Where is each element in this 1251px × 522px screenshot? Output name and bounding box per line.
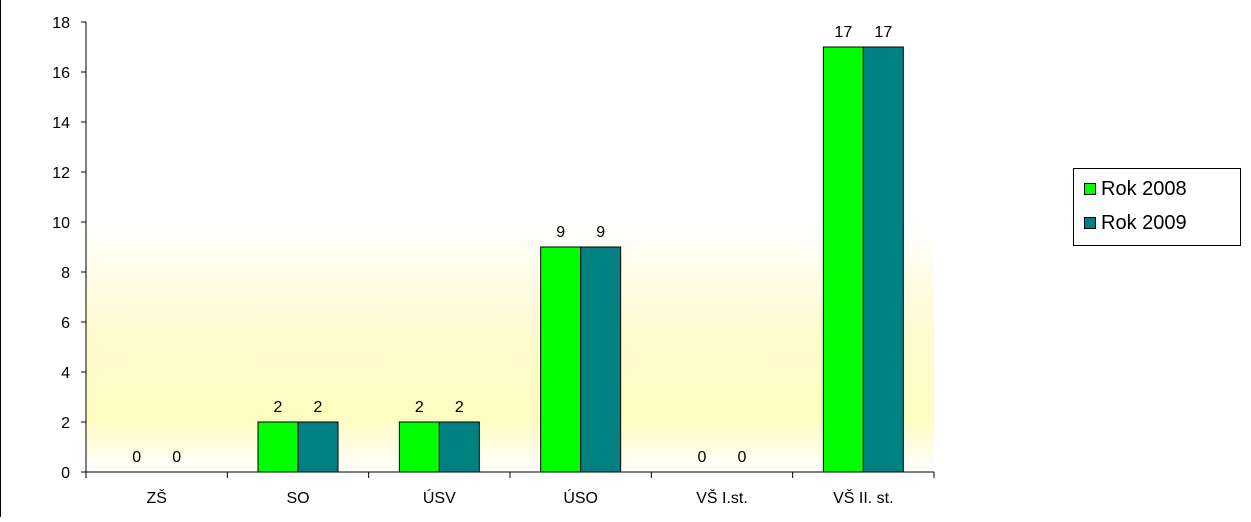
x-category-label: ÚSO (563, 488, 598, 507)
x-category-label: ÚSV (423, 488, 456, 507)
data-label: 2 (415, 399, 424, 416)
y-tick-label: 14 (52, 115, 70, 132)
data-label: 0 (698, 449, 707, 466)
y-tick-label: 0 (61, 465, 70, 482)
data-label: 2 (314, 399, 323, 416)
legend-label-rok-2008: Rok 2008 (1101, 177, 1187, 200)
y-tick-label: 12 (52, 165, 70, 182)
x-category-label: VŠ II. st. (833, 488, 893, 507)
legend-entry-rok-2009: Rok 2009 (1084, 211, 1187, 235)
bar-rok-2008 (257, 421, 299, 473)
data-label: 2 (274, 399, 283, 416)
bar-rok-2008 (398, 421, 440, 473)
plot-area (86, 22, 934, 472)
y-tick-label: 8 (61, 265, 70, 282)
bar-rok-2008 (540, 246, 582, 473)
legend: Rok 2008 Rok 2009 (1073, 168, 1241, 246)
legend-entry-rok-2008: Rok 2008 (1084, 177, 1187, 201)
legend-swatch-rok-2008 (1084, 183, 1096, 195)
legend-label-rok-2009: Rok 2009 (1101, 211, 1187, 234)
bar-rok-2009 (438, 421, 480, 473)
data-label: 17 (834, 24, 852, 41)
legend-swatch-rok-2009 (1084, 217, 1096, 229)
bar-rok-2009 (862, 46, 904, 473)
data-label: 17 (874, 24, 892, 41)
y-tick-label: 4 (61, 365, 70, 382)
bar-rok-2009 (580, 246, 622, 473)
data-label: 0 (738, 449, 747, 466)
y-tick-label: 2 (61, 415, 70, 432)
data-label: 9 (596, 224, 605, 241)
data-label: 0 (172, 449, 181, 466)
y-tick-label: 16 (52, 65, 70, 82)
data-label: 2 (455, 399, 464, 416)
data-label: 9 (556, 224, 565, 241)
y-tick-label: 6 (61, 315, 70, 332)
data-label: 0 (132, 449, 141, 466)
y-tick-label: 18 (52, 15, 70, 32)
x-category-label: VŠ I.st. (696, 488, 748, 507)
bar-rok-2009 (297, 421, 339, 473)
x-category-label: SO (286, 490, 309, 507)
bar-rok-2008 (822, 46, 864, 473)
y-tick-label: 10 (52, 215, 70, 232)
x-category-label: ZŠ (146, 488, 166, 507)
